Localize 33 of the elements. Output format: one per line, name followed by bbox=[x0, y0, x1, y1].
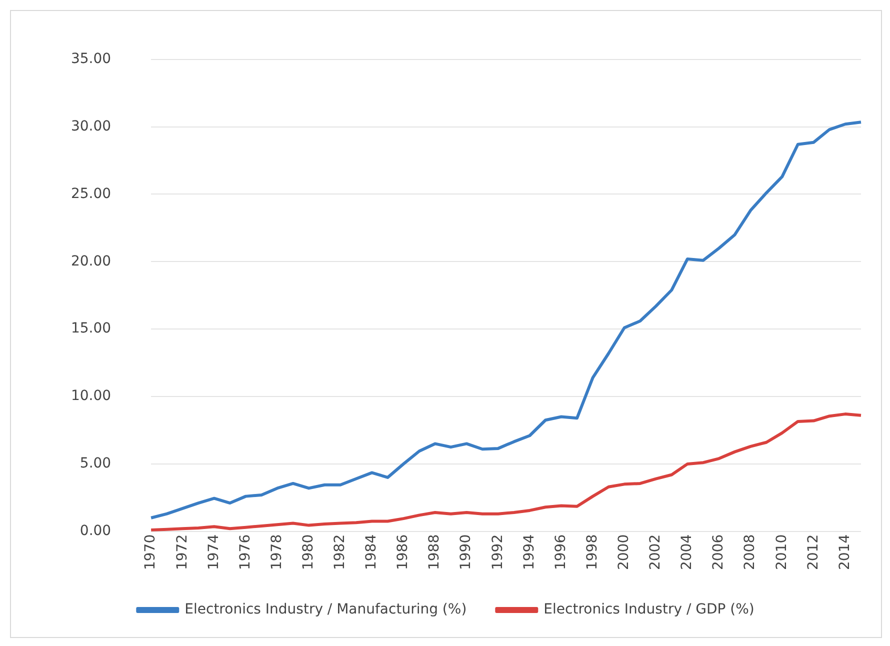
x-tick-label: 2008 bbox=[742, 534, 758, 570]
legend-label: Electronics Industry / GDP (%) bbox=[544, 602, 754, 618]
y-tick-label: 5.00 bbox=[80, 456, 112, 472]
x-tick-label: 1992 bbox=[490, 534, 506, 570]
x-tick-label: 1970 bbox=[142, 534, 159, 570]
x-tick-label: 2006 bbox=[710, 534, 727, 570]
y-tick-label: 0.00 bbox=[80, 523, 112, 540]
x-tick-label: 1988 bbox=[426, 534, 443, 570]
x-tick-label: 1980 bbox=[300, 534, 316, 570]
x-tick-label: 1994 bbox=[521, 534, 538, 570]
x-tick-label: 2002 bbox=[648, 534, 664, 570]
y-tick-label: 30.00 bbox=[70, 118, 112, 134]
x-tick-label: 2010 bbox=[774, 534, 790, 570]
x-tick-label: 1974 bbox=[206, 534, 222, 570]
x-tick-label: 1986 bbox=[395, 534, 412, 570]
x-tick-label: 1996 bbox=[552, 534, 569, 570]
x-tick-label: 1984 bbox=[364, 534, 380, 570]
y-tick-label: 10.00 bbox=[70, 388, 112, 404]
x-tick-label: 2004 bbox=[679, 534, 696, 570]
y-tick-label: 20.00 bbox=[70, 253, 112, 270]
y-tick-label: 15.00 bbox=[70, 320, 112, 337]
y-tick-label: 35.00 bbox=[70, 51, 112, 68]
x-tick-label: 1976 bbox=[237, 534, 254, 570]
x-tick-label: 1972 bbox=[174, 534, 190, 570]
x-tick-label: 2012 bbox=[805, 534, 822, 570]
x-tick-label: 2000 bbox=[616, 534, 632, 570]
x-tick-label: 1982 bbox=[332, 534, 348, 570]
y-tick-label: 25.00 bbox=[70, 186, 112, 202]
x-tick-label: 1990 bbox=[458, 534, 474, 570]
x-tick-label: 2014 bbox=[836, 534, 853, 570]
legend-label: Electronics Industry / Manufacturing (%) bbox=[184, 602, 467, 618]
x-tick-label: 1998 bbox=[584, 534, 600, 570]
x-tick-label: 1978 bbox=[268, 534, 285, 570]
